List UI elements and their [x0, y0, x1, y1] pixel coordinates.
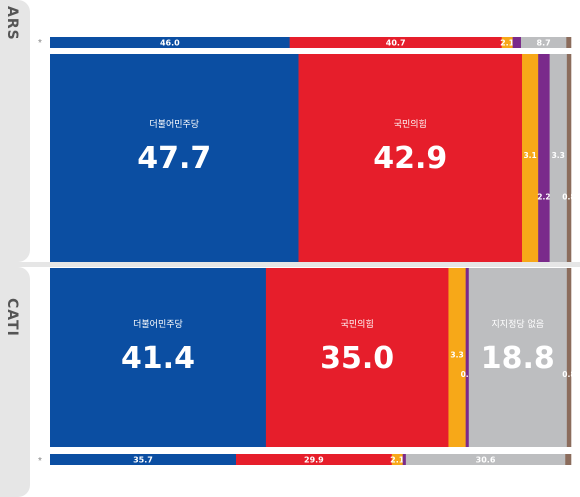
- ars-current-segment: [549, 54, 568, 262]
- cati-previous-value-label: 2.1: [390, 456, 405, 465]
- ars-current-value-label: 3.1: [523, 151, 536, 160]
- cati-current-value-label: 3.3: [450, 351, 463, 360]
- cati-previous-segment: [235, 454, 393, 465]
- cati-party-name-label: 국민의힘: [341, 319, 374, 330]
- ars-previous-segment: [289, 37, 503, 48]
- cati-previous-segment: [391, 454, 404, 465]
- cati-current-value-label: 0.8: [562, 370, 575, 379]
- cati-method-label: CATI: [4, 298, 20, 337]
- cati-current-value-label: 0.6: [461, 370, 474, 379]
- ars-party-name-label: 국민의힘: [394, 119, 427, 130]
- ars-current-value-label: 47.7: [137, 141, 211, 176]
- ars-previous-segment: [520, 37, 567, 48]
- cati-side-tab: [0, 267, 30, 497]
- cati-current-value-label: 35.0: [320, 341, 394, 376]
- cati-current-segment: [465, 268, 470, 447]
- ars-side-tab: [0, 0, 30, 262]
- ars-previous-value-label: 40.7: [386, 39, 406, 48]
- ars-previous-value-label: 46.0: [160, 39, 180, 48]
- section-divider: [0, 262, 580, 267]
- ars-current-value-label: 3.3: [552, 151, 565, 160]
- ars-previous-segment: [512, 37, 522, 48]
- ars-previous-value-label: 8.7: [537, 39, 551, 48]
- cati-current-segment: [265, 268, 449, 447]
- ars-previous-marker: *: [38, 38, 42, 49]
- ars-current-segment: [298, 54, 523, 262]
- cati-previous-value-label: 30.6: [476, 456, 496, 465]
- cati-current-value-label: 18.8: [481, 341, 555, 376]
- cati-previous-segment: [50, 454, 237, 465]
- cati-previous-value-label: 29.9: [304, 456, 324, 465]
- cati-current-segment: [566, 268, 572, 447]
- cati-previous-marker: *: [38, 456, 42, 467]
- cati-current-segment: [468, 268, 568, 447]
- cati-current-segment: [50, 268, 267, 447]
- cati-previous-segment: [402, 454, 407, 465]
- ars-current-value-label: 2.2: [537, 193, 550, 202]
- ars-previous-segment: [566, 37, 572, 48]
- cati-current-value-label: 41.4: [121, 341, 195, 376]
- ars-current-segment: [566, 54, 572, 262]
- cati-previous-value-label: 35.7: [133, 456, 153, 465]
- cati-current-segment: [448, 268, 466, 447]
- cati-party-name-label: 지지정당 없음: [492, 319, 545, 330]
- cati-previous-segment: [565, 454, 572, 465]
- ars-current-segment: [522, 54, 539, 262]
- ars-party-name-label: 더불어민주당: [149, 119, 199, 130]
- cati-previous-segment: [405, 454, 566, 465]
- ars-previous-value-label: 2.1: [500, 39, 515, 48]
- ars-method-label: ARS: [4, 6, 20, 41]
- ars-current-segment: [50, 54, 299, 262]
- ars-current-segment: [538, 54, 550, 262]
- ars-current-value-label: 42.9: [373, 141, 447, 176]
- cati-party-name-label: 더불어민주당: [133, 319, 183, 330]
- ars-previous-segment: [501, 37, 513, 48]
- ars-previous-segment: [50, 37, 290, 48]
- ars-current-value-label: 0.8: [562, 193, 575, 202]
